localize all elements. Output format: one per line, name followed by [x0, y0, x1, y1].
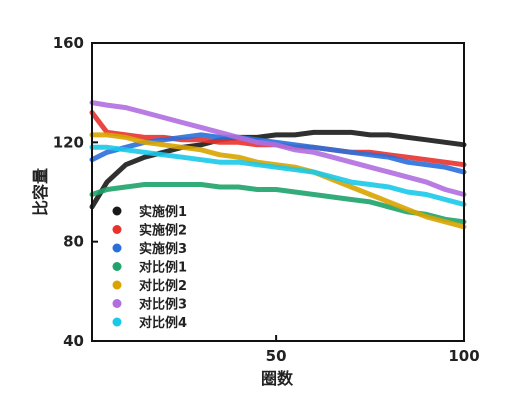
legend: 实施例1 实施例2 实施例3 对比例1 对比例2 对比例3 对比例4: [112, 204, 187, 331]
y-tick-label: 40: [63, 332, 84, 350]
legend-marker-7: [112, 317, 122, 327]
legend-marker-1: [112, 206, 122, 216]
legend-label-5: 对比例2: [139, 278, 187, 294]
series-line-6: [89, 100, 467, 197]
series-line-4: [89, 182, 467, 225]
y-tick-label: 80: [63, 233, 84, 251]
legend-marker-4: [112, 262, 122, 271]
y-tick-label: 120: [53, 133, 84, 151]
x-tick-label: 50: [266, 347, 287, 365]
legend-marker-3: [112, 243, 122, 253]
x-axis-label: 圈数: [261, 369, 294, 388]
legend-label-7: 对比例4: [139, 315, 187, 331]
y-axis-label: 比容量: [31, 168, 50, 216]
x-tick-label: 100: [448, 347, 479, 365]
y-tick-label: 160: [53, 34, 84, 52]
legend-label-1: 实施例1: [139, 204, 187, 220]
axes: 40 80 120 160 50 100: [53, 34, 480, 365]
legend-marker-5: [112, 280, 122, 290]
legend-label-4: 对比例1: [139, 260, 187, 276]
legend-marker-6: [112, 299, 122, 308]
legend-label-3: 实施例3: [139, 241, 187, 257]
series-line-7: [89, 144, 467, 207]
legend-label-6: 对比例3: [139, 297, 187, 313]
legend-label-2: 实施例2: [139, 223, 187, 239]
legend-marker-2: [112, 225, 122, 234]
plot-frame: [91, 42, 465, 342]
plot-area: [89, 100, 467, 230]
